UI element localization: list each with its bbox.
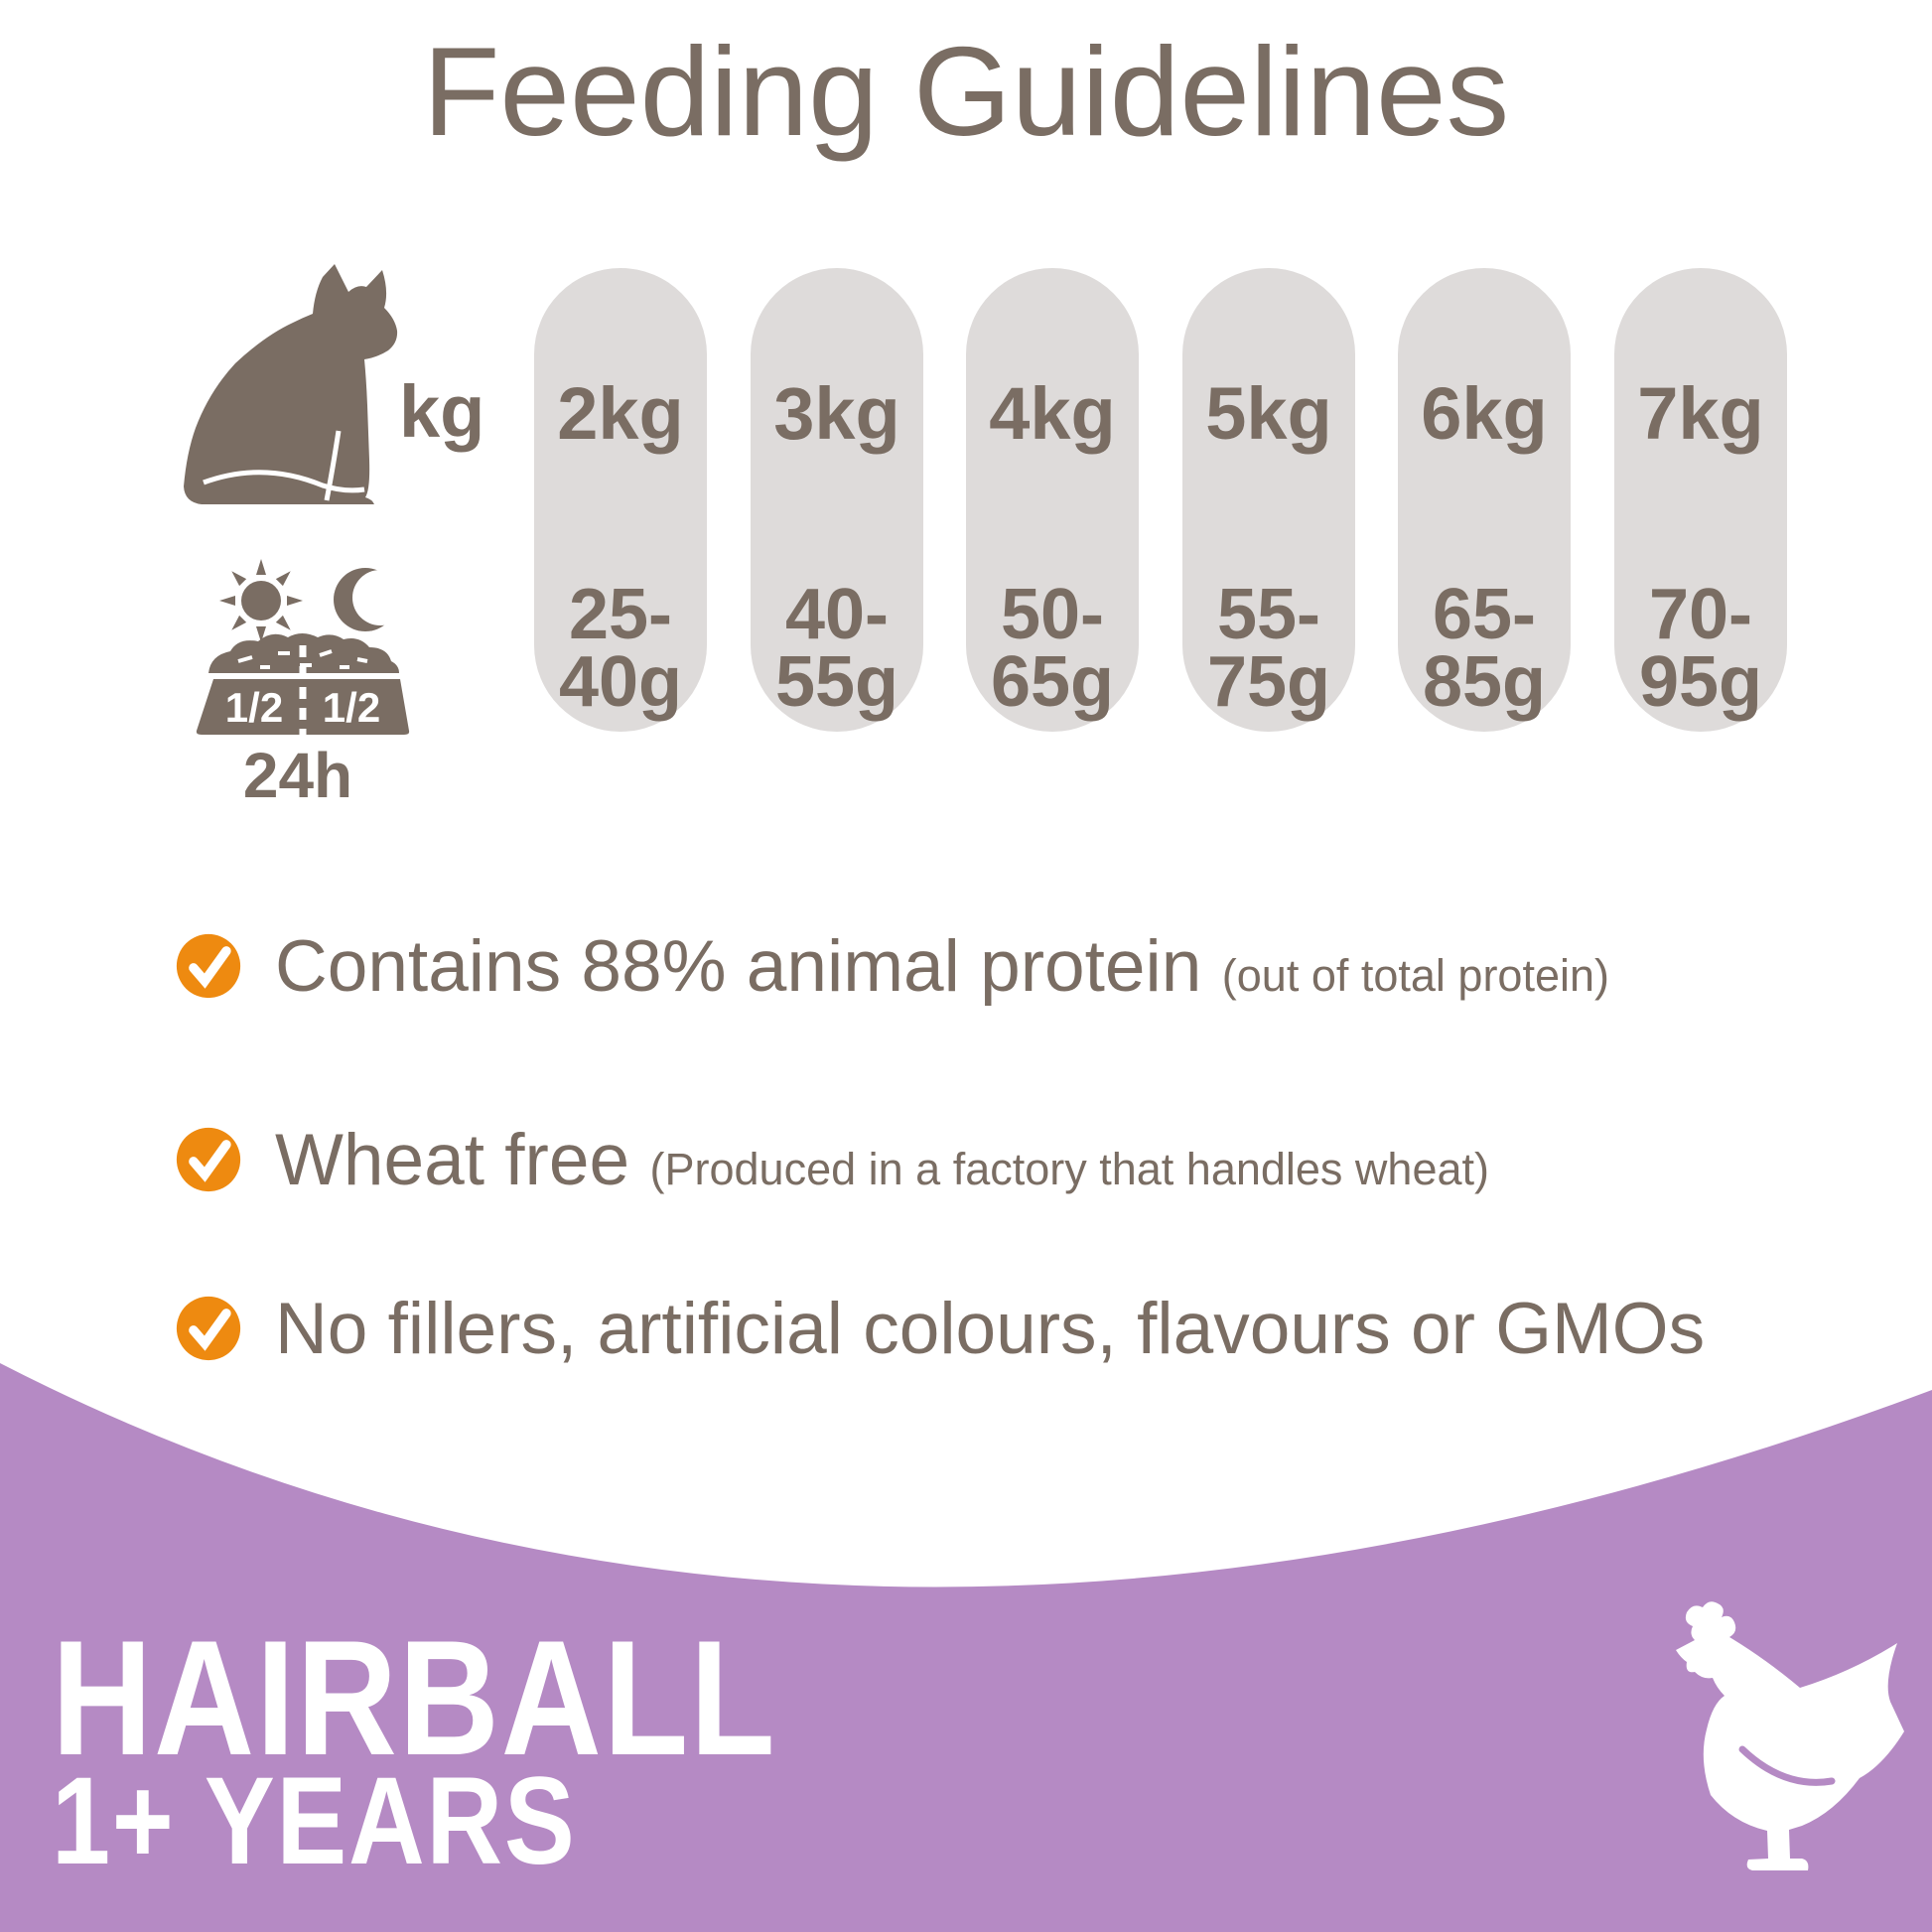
claim-row-protein: Contains 88% animal protein (out of tota… bbox=[175, 921, 1609, 1011]
food-bowl-icon: 1/2 1/2 bbox=[196, 633, 410, 737]
column-amount: 65- 85g bbox=[1422, 575, 1547, 722]
column-weight: 4kg bbox=[989, 372, 1116, 455]
bowl-half-right-label: 1/2 bbox=[323, 684, 380, 731]
claim-row-no-fillers: No fillers, artificial colours, flavours… bbox=[175, 1284, 1721, 1373]
claim-text: Wheat free bbox=[275, 1119, 630, 1200]
moon-icon bbox=[334, 568, 397, 631]
column-amount: 50- 65g bbox=[990, 575, 1115, 722]
column-weight: 6kg bbox=[1421, 372, 1548, 455]
weight-column-4kg: 4kg 50- 65g bbox=[966, 268, 1139, 732]
cat-icon bbox=[184, 264, 398, 504]
check-icon bbox=[176, 933, 241, 999]
weight-column-7kg: 7kg 70- 95g bbox=[1614, 268, 1787, 732]
column-weight: 2kg bbox=[557, 372, 684, 455]
column-weight: 3kg bbox=[773, 372, 900, 455]
chicken-icon bbox=[1676, 1601, 1904, 1870]
check-icon bbox=[176, 1296, 241, 1361]
bowl-half-left-label: 1/2 bbox=[225, 684, 283, 731]
weight-column-2kg: 2kg 25- 40g bbox=[534, 268, 707, 732]
column-weight: 7kg bbox=[1637, 372, 1764, 455]
per-day-label: 24h bbox=[242, 740, 353, 811]
page-title: Feeding Guidelines bbox=[422, 21, 1510, 162]
check-icon bbox=[176, 1127, 241, 1192]
sun-icon bbox=[219, 559, 303, 642]
column-amount: 55- 75g bbox=[1206, 575, 1331, 722]
column-amount: 25- 40g bbox=[558, 575, 683, 722]
column-amount: 70- 95g bbox=[1638, 575, 1763, 722]
weight-column-6kg: 6kg 65- 85g bbox=[1398, 268, 1571, 732]
weight-column-5kg: 5kg 55- 75g bbox=[1182, 268, 1355, 732]
weight-column-3kg: 3kg 40- 55g bbox=[751, 268, 923, 732]
claim-text: No fillers, artificial colours, flavours… bbox=[275, 1288, 1706, 1369]
product-age: 1+ YEARS bbox=[52, 1752, 577, 1890]
claim-note: (out of total protein) bbox=[1221, 949, 1609, 1001]
column-amount: 40- 55g bbox=[774, 575, 899, 722]
product-name: HAIRBALL bbox=[52, 1606, 777, 1789]
weight-unit-label: kg bbox=[399, 370, 485, 453]
banner-curve bbox=[0, 1363, 1932, 1932]
column-weight: 5kg bbox=[1205, 372, 1332, 455]
claim-text: Contains 88% animal protein bbox=[275, 925, 1202, 1007]
claim-note: (Produced in a factory that handles whea… bbox=[649, 1143, 1490, 1194]
day-night-icons bbox=[219, 559, 397, 642]
claim-row-wheat-free: Wheat free (Produced in a factory that h… bbox=[175, 1115, 1489, 1204]
